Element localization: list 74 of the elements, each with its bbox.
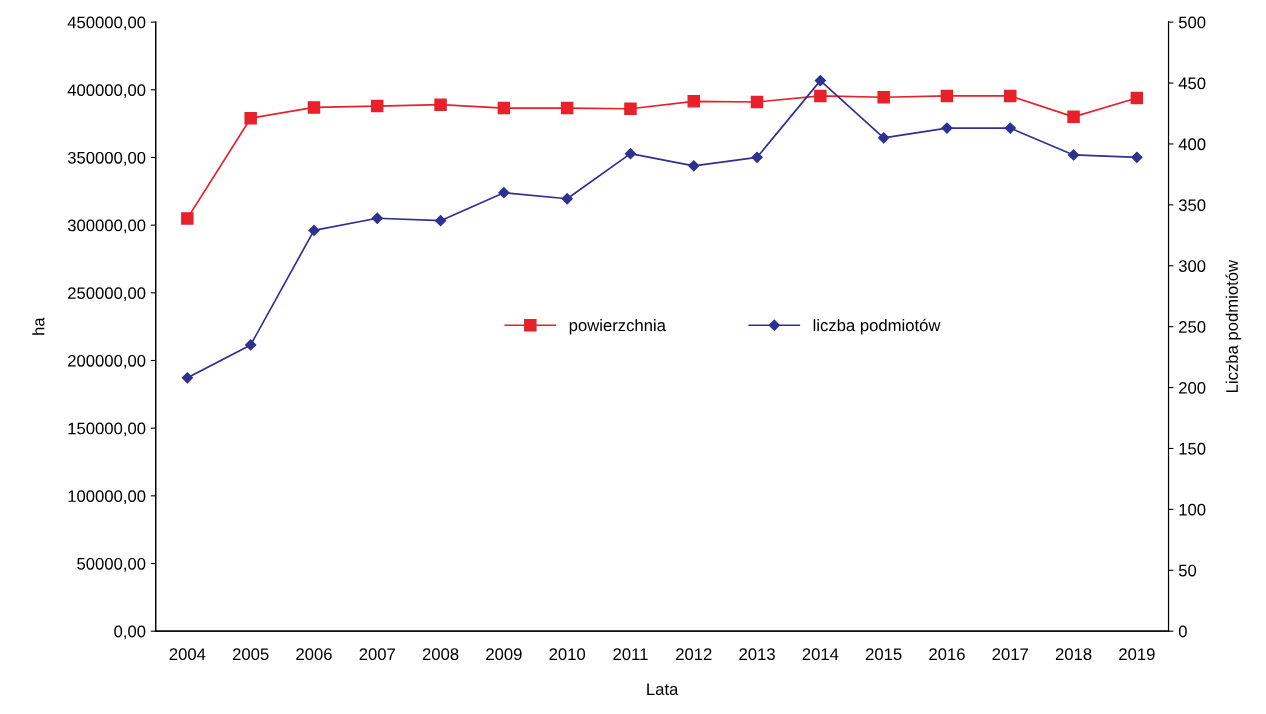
y2-tick-label: 100 [1179,503,1206,516]
y-tick-label: 200000,00 [68,354,146,369]
point [498,187,510,199]
y2-tick-label: 450 [1178,77,1206,90]
point [307,101,321,114]
point [624,148,637,160]
point [1067,149,1080,161]
x-tick-label: 2007 [359,648,395,661]
y2-tick-label: 50 [1178,564,1197,577]
point [751,151,763,163]
point [434,98,447,111]
point [245,339,257,351]
point [687,95,701,108]
y-tick-label: 0,00 [114,625,146,640]
y2-tick-label: 200 [1179,381,1206,394]
x-tick-label: 2019 [1119,648,1155,661]
y-tick-label: 300000,00 [67,219,146,234]
x-tick-label: 2009 [486,648,522,661]
x-tick-label: 2004 [169,648,206,661]
y-tick-label: 100000,00 [68,490,146,505]
point [877,90,890,104]
x-tick-label: 2011 [613,648,648,661]
x-tick-label: 2015 [865,648,902,661]
legend-label: powierzchnia [569,318,666,335]
point [941,122,953,134]
y2-axis-title: Liczba podmiotów [1225,259,1242,392]
point [371,99,384,113]
point [1004,89,1017,103]
point [561,193,573,205]
point [624,102,637,116]
x-tick-label: 2012 [676,648,712,661]
point [814,89,827,103]
x-tick-label: 2013 [739,648,775,661]
y2-tick-label: 150 [1179,442,1206,455]
x-tick-label: 2017 [992,648,1028,661]
x-tick-label: 2014 [802,648,839,661]
point [371,212,383,224]
x-tick-label: 2006 [296,648,332,661]
y2-tick-label: 250 [1179,321,1206,333]
x-tick-label: 2010 [549,648,586,661]
point [434,215,447,227]
point [940,89,954,103]
y-tick-label: 350000,00 [67,151,146,166]
y-axis-title: ha [32,317,45,335]
y-tick-label: 50000,00 [77,557,146,572]
y2-tick-label: 0 [1178,625,1187,638]
y-tick-label: 250000,00 [68,287,146,301]
y-tick-label: 150000,00 [68,422,146,437]
x-axis-title: Lata [647,683,679,696]
x-tick-label: 2016 [929,648,965,661]
point [560,101,574,115]
point [878,132,890,144]
point [814,74,826,87]
point [1067,110,1080,124]
point [181,212,194,225]
point [181,372,193,384]
y2-tick-label: 350 [1178,199,1206,212]
point [1130,91,1144,105]
point [688,160,700,172]
y2-tick-label: 500 [1178,16,1206,29]
x-tick-label: 2008 [422,648,459,661]
point [244,111,257,125]
point [750,95,764,109]
y2-tick-label: 400 [1178,138,1206,151]
point [1131,151,1143,163]
point [308,224,320,237]
x-tick-label: 2005 [232,648,269,661]
y-tick-label: 450000,00 [67,16,146,31]
y-tick-label: 400000,00 [67,84,146,98]
y2-tick-label: 300 [1178,260,1206,272]
point [497,101,511,115]
legend-label: liczba podmiotów [813,318,941,335]
point [1004,122,1016,134]
x-tick-label: 2018 [1055,648,1092,661]
